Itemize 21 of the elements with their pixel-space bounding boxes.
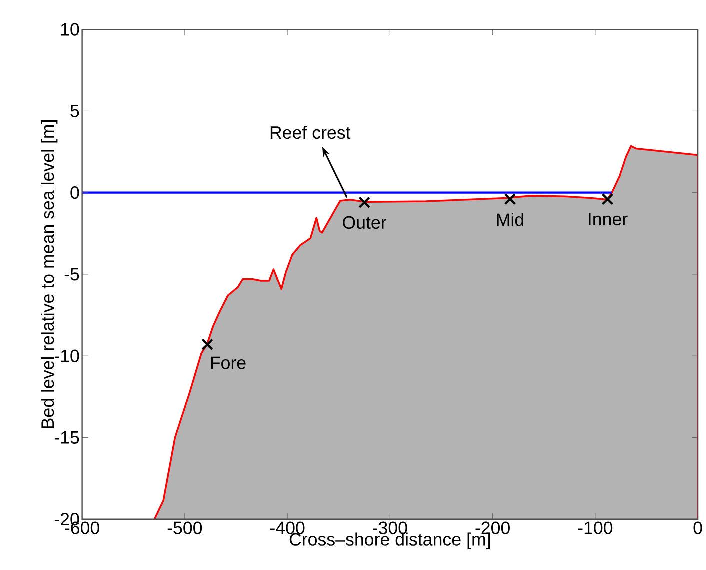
y-tick-label: -5 [64,268,80,281]
y-tick-label: 5 [70,104,80,118]
x-tick-label: 0 [694,522,702,534]
annotation: Mid [497,213,524,226]
x-tick-label: -500 [168,522,202,534]
point [504,193,516,206]
y-tick-label: 10 [61,23,80,36]
annotation: Inner [589,213,628,226]
y-tick-label: 0 [70,186,80,200]
point [358,196,371,209]
point [602,193,614,206]
x-tick-label: -200 [476,522,510,534]
x-tick-label: -100 [578,522,613,534]
annotation: Outer [343,216,387,230]
annotation: Reef crest [270,126,351,140]
y-tick-label: -15 [54,432,80,444]
point [202,338,214,351]
annotation: Fore [211,356,246,370]
y-tick-label: -10 [54,350,80,362]
x-tick-label: -300 [373,522,408,534]
x-tick-label: -400 [270,522,305,534]
